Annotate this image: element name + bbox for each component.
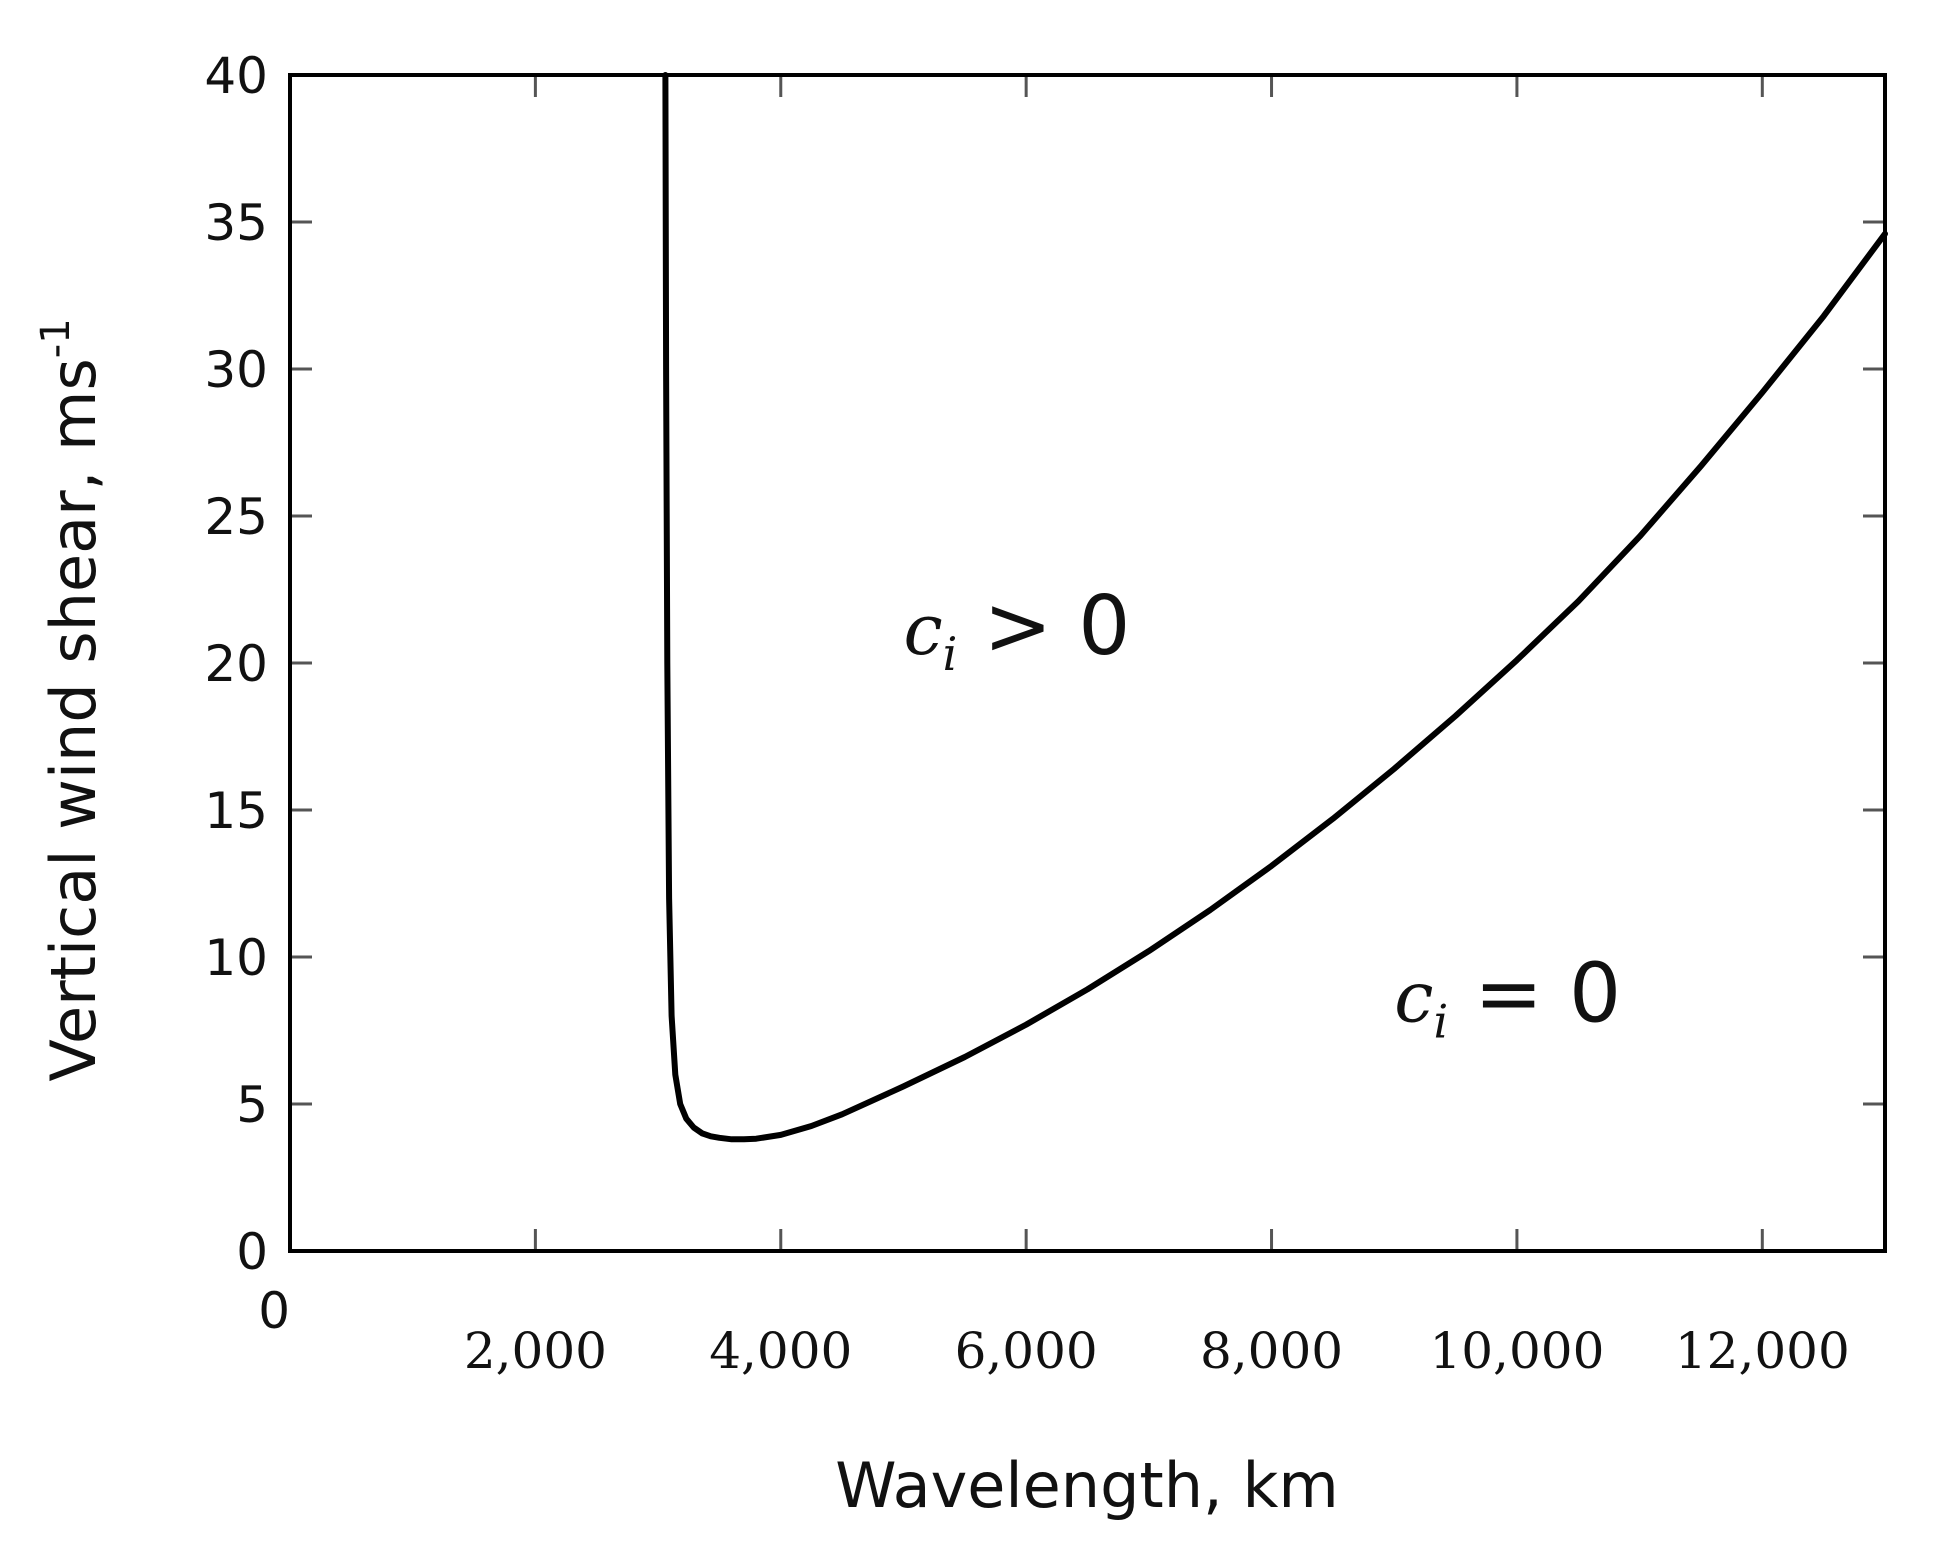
x-tick-label: 12,000: [1675, 1322, 1850, 1380]
y-tick-label: 35: [204, 194, 268, 252]
plot-frame: [288, 73, 1887, 1253]
y-tick-label: 30: [204, 341, 268, 399]
y-tick-label: 10: [204, 929, 268, 987]
x-tick-label: 0: [258, 1282, 290, 1340]
x-axis-ticks: 0 2,000 4,000 6,000 8,000 10,000 12,000: [258, 75, 1850, 1380]
y-tick-label: 20: [204, 635, 268, 693]
y-axis-title-sup: -1: [33, 318, 79, 358]
y-tick-label: 40: [204, 47, 268, 105]
annotation-label: ci = 0: [1394, 947, 1621, 1049]
x-tick-label: 10,000: [1429, 1322, 1604, 1380]
y-axis-ticks: 0 5 10 15 20 25 30 35 40: [204, 47, 1885, 1281]
y-tick-label: 5: [236, 1076, 268, 1134]
x-tick-label: 2,000: [464, 1322, 607, 1380]
series-line: [662, 72, 1888, 1143]
y-tick-label: 0: [236, 1223, 268, 1281]
y-axis-title-main: Vertical wind shear, ms: [37, 358, 110, 1081]
y-tick-label: 25: [204, 488, 268, 546]
annotation-label: ci > 0: [903, 579, 1130, 681]
y-tick-label: 15: [204, 782, 268, 840]
x-axis-title: Wavelength, km: [835, 1449, 1339, 1522]
annotations: ci > 0 ci = 0: [903, 579, 1621, 1048]
x-tick-label: 4,000: [709, 1322, 852, 1380]
series-layer: [662, 72, 1888, 1143]
x-tick-label: 8,000: [1200, 1322, 1343, 1380]
x-tick-label: 6,000: [955, 1322, 1098, 1380]
y-axis-title: Vertical wind shear, ms-1: [33, 318, 110, 1081]
